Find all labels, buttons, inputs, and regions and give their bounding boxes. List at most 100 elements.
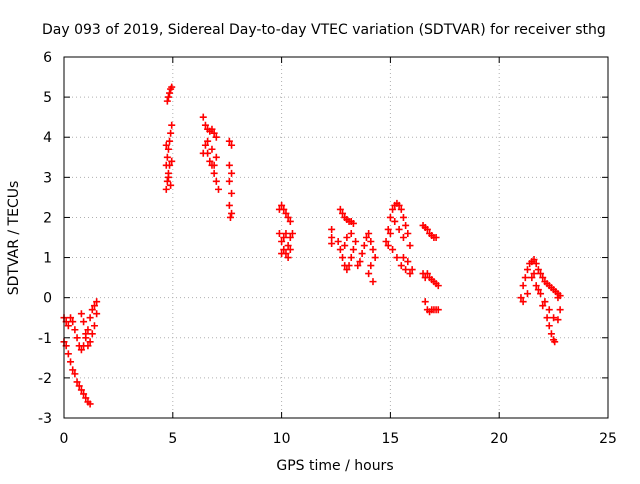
- data-point: [391, 217, 399, 225]
- data-point: [225, 177, 233, 185]
- data-point: [395, 225, 403, 233]
- series-0: [60, 298, 101, 354]
- data-point: [69, 318, 77, 326]
- data-point: [84, 326, 92, 334]
- data-point: [288, 229, 296, 237]
- data-point: [371, 254, 379, 262]
- data-point: [365, 229, 373, 237]
- data-point: [339, 254, 347, 262]
- data-point: [347, 229, 355, 237]
- data-point: [67, 358, 75, 366]
- x-tick-label: 25: [599, 431, 617, 447]
- data-point: [286, 234, 294, 241]
- data-point: [93, 310, 101, 318]
- data-point: [537, 290, 545, 298]
- data-point: [86, 314, 94, 322]
- data-point: [343, 266, 351, 274]
- data-point: [347, 254, 355, 262]
- data-point: [328, 234, 336, 241]
- data-point: [280, 205, 288, 213]
- data-point: [341, 242, 349, 250]
- data-point: [164, 93, 172, 101]
- data-point: [228, 169, 236, 177]
- data-point: [90, 322, 98, 330]
- data-point: [275, 229, 283, 237]
- data-point: [402, 266, 410, 274]
- y-tick-label: 4: [43, 130, 52, 146]
- data-point: [423, 225, 431, 233]
- data-point: [399, 254, 407, 262]
- data-point: [210, 129, 218, 137]
- data-point: [280, 234, 288, 241]
- data-point: [80, 318, 88, 326]
- data-point: [519, 282, 527, 290]
- data-point: [88, 306, 96, 314]
- data-point: [204, 137, 212, 145]
- tick-layer: 0 5 10 15 20 25 -3 -2 -1 0 1 2 3 4 5 6: [38, 50, 617, 447]
- data-point: [225, 137, 233, 145]
- data-point: [386, 213, 394, 221]
- series-2: [162, 83, 176, 193]
- x-tick-label: 15: [381, 431, 399, 447]
- data-point: [163, 177, 171, 185]
- data-point: [386, 229, 394, 237]
- data-point: [90, 302, 98, 310]
- data-point: [537, 270, 545, 278]
- data-point: [166, 137, 174, 145]
- data-point: [534, 286, 542, 294]
- data-point: [345, 262, 353, 270]
- x-axis-label: GPS time / hours: [276, 458, 393, 474]
- data-point: [168, 121, 176, 129]
- data-point: [393, 254, 401, 262]
- data-point: [523, 290, 531, 298]
- data-point: [369, 278, 377, 286]
- data-point: [64, 322, 72, 330]
- y-tick-label: -2: [38, 371, 52, 387]
- x-tick-label: 20: [490, 431, 508, 447]
- data-point: [278, 238, 286, 246]
- series-1: [60, 338, 94, 408]
- data-point: [77, 346, 85, 354]
- data-point: [339, 209, 347, 217]
- data-point: [528, 274, 536, 282]
- data-point: [539, 274, 547, 282]
- series-10: [517, 256, 564, 346]
- data-point: [434, 306, 442, 314]
- y-tick-label: 3: [43, 170, 52, 186]
- data-point: [404, 258, 412, 266]
- series-7: [334, 205, 379, 286]
- data-point: [360, 242, 368, 250]
- data-point: [71, 370, 79, 378]
- data-point: [365, 270, 373, 278]
- series-8: [382, 199, 416, 278]
- data-point: [226, 213, 234, 221]
- data-point: [201, 141, 209, 149]
- series-5: [275, 201, 296, 262]
- data-point: [556, 306, 564, 314]
- data-point: [521, 274, 529, 282]
- data-point: [166, 89, 174, 97]
- data-point: [336, 246, 344, 254]
- data-point: [286, 217, 294, 225]
- data-point: [554, 316, 562, 324]
- data-point: [208, 125, 216, 133]
- data-point: [280, 246, 288, 254]
- data-point: [82, 330, 90, 338]
- data-point: [328, 225, 336, 233]
- data-point: [349, 219, 357, 227]
- data-point: [554, 294, 562, 302]
- y-tick-label: -3: [38, 411, 52, 427]
- data-point: [402, 221, 410, 229]
- data-point: [210, 161, 218, 169]
- data-point: [86, 400, 94, 408]
- data-point: [284, 254, 292, 262]
- data-point: [532, 260, 540, 268]
- data-point: [199, 113, 207, 121]
- data-point: [384, 225, 392, 233]
- data-point: [343, 234, 351, 241]
- data-point: [212, 133, 220, 141]
- data-point: [86, 338, 94, 346]
- data-point: [73, 334, 81, 342]
- data-point: [210, 169, 218, 177]
